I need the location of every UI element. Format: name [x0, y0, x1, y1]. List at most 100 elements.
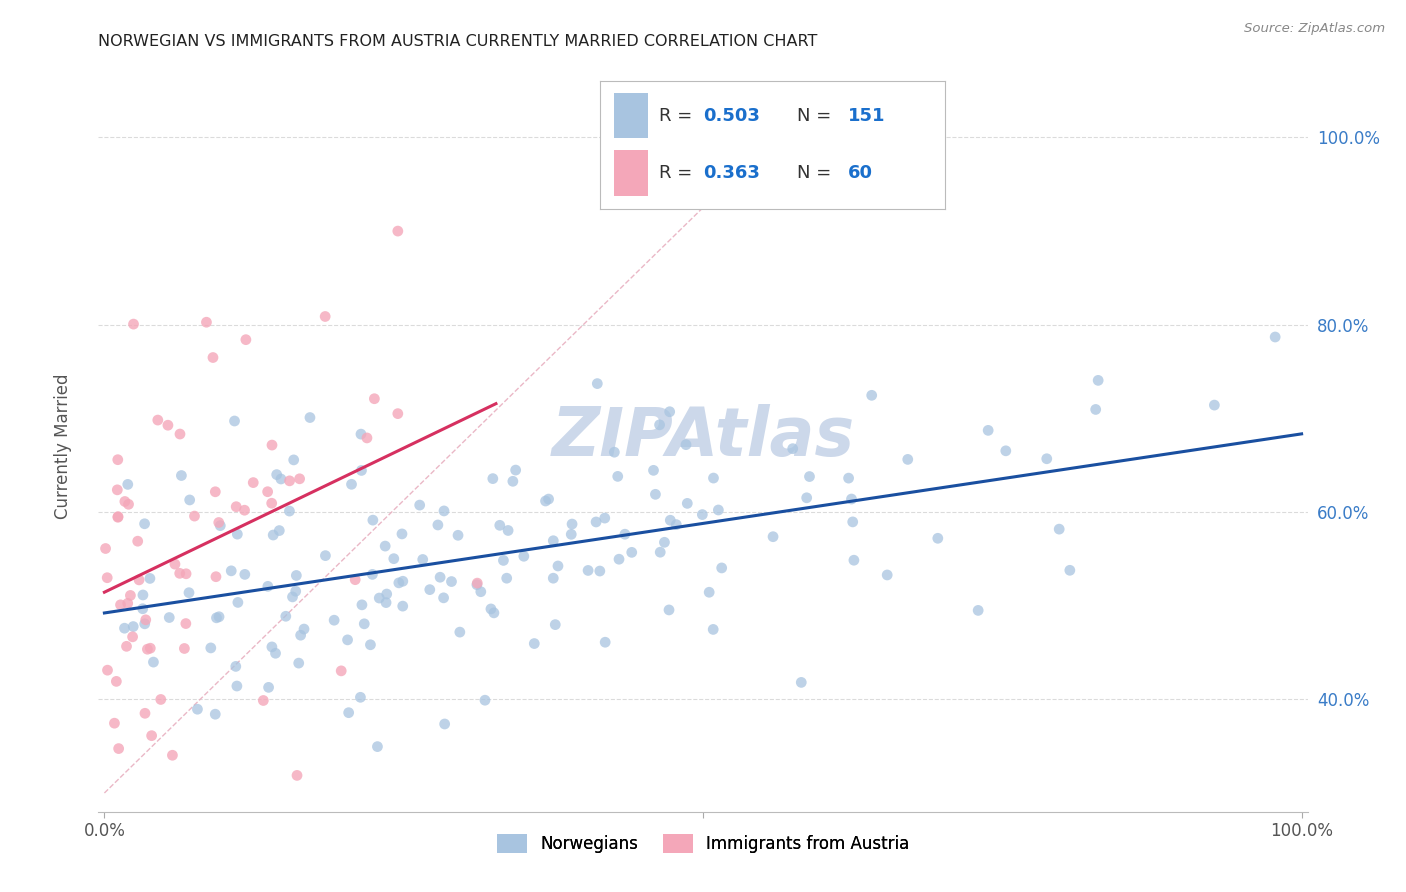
Point — [496, 524, 519, 538]
Point — [419, 582, 441, 597]
Point — [107, 452, 129, 467]
Point — [648, 417, 671, 432]
Point — [375, 596, 398, 610]
Point — [174, 566, 197, 581]
Point — [323, 613, 346, 627]
Point — [136, 642, 159, 657]
Point — [264, 646, 287, 660]
Point — [547, 559, 569, 574]
Point — [502, 475, 524, 489]
Point — [544, 617, 567, 632]
Point — [762, 530, 785, 544]
Point — [603, 445, 626, 459]
Point — [134, 616, 156, 631]
Point — [135, 613, 157, 627]
Point — [543, 571, 565, 585]
Point — [659, 513, 682, 527]
Point — [274, 609, 297, 624]
Legend: Norwegians, Immigrants from Austria: Norwegians, Immigrants from Austria — [489, 827, 917, 860]
Point — [134, 516, 156, 531]
Point — [707, 503, 730, 517]
Text: NORWEGIAN VS IMMIGRANTS FROM AUSTRIA CURRENTLY MARRIED CORRELATION CHART: NORWEGIAN VS IMMIGRANTS FROM AUSTRIA CUR… — [98, 34, 818, 49]
Point — [266, 467, 288, 482]
Point — [205, 570, 228, 584]
Point — [242, 475, 264, 490]
Point — [650, 545, 672, 559]
Point — [606, 469, 628, 483]
Point — [513, 549, 536, 564]
Point — [534, 494, 557, 508]
Point — [368, 591, 391, 605]
Point — [169, 427, 191, 442]
Point — [387, 407, 409, 421]
Point — [285, 568, 308, 582]
Point — [643, 463, 665, 477]
Point — [994, 443, 1017, 458]
Point — [131, 601, 153, 615]
Point — [479, 602, 502, 616]
Point — [174, 616, 197, 631]
Point — [505, 463, 527, 477]
Point — [366, 739, 388, 754]
Point — [658, 603, 681, 617]
Point — [128, 573, 150, 587]
Text: ZIPAtlas: ZIPAtlas — [551, 404, 855, 470]
Point — [186, 702, 208, 716]
Point — [560, 527, 582, 541]
Point — [278, 504, 301, 518]
Point — [233, 567, 256, 582]
Point — [433, 717, 456, 731]
Point — [675, 437, 697, 451]
Point — [842, 553, 865, 567]
Point — [107, 510, 129, 524]
Point — [257, 579, 280, 593]
Point — [157, 610, 180, 624]
Point — [224, 414, 246, 428]
Point — [790, 675, 813, 690]
Point — [177, 585, 200, 599]
Point — [262, 528, 284, 542]
Point — [465, 576, 488, 591]
Point — [482, 472, 505, 486]
Point — [585, 515, 607, 529]
Point — [607, 552, 630, 566]
Point — [537, 492, 560, 507]
Point — [204, 707, 226, 722]
Point — [440, 574, 463, 589]
Point — [433, 591, 456, 605]
Point — [314, 310, 336, 324]
Point — [375, 587, 398, 601]
Point — [208, 609, 231, 624]
Point — [205, 611, 228, 625]
Point — [344, 573, 367, 587]
Point — [219, 564, 242, 578]
Point — [226, 527, 249, 541]
Point — [1047, 522, 1070, 536]
Point — [96, 663, 118, 677]
Point — [967, 603, 990, 617]
Point — [644, 487, 666, 501]
Point — [977, 423, 1000, 437]
Point — [169, 566, 191, 581]
Point — [586, 376, 609, 391]
Point — [523, 636, 546, 650]
Point — [156, 418, 179, 433]
Point — [314, 549, 336, 563]
Point — [256, 484, 278, 499]
Point — [1059, 563, 1081, 577]
Point — [260, 496, 283, 510]
Point — [278, 474, 301, 488]
Point — [173, 641, 195, 656]
Point — [391, 527, 413, 541]
Point — [226, 595, 249, 609]
Point — [561, 517, 583, 532]
Point — [392, 574, 415, 589]
Point — [613, 527, 636, 541]
Point — [117, 596, 139, 610]
Point — [408, 498, 430, 512]
Point — [692, 508, 714, 522]
Point — [225, 500, 247, 514]
Point — [132, 588, 155, 602]
Point — [283, 453, 305, 467]
Point — [270, 472, 292, 486]
